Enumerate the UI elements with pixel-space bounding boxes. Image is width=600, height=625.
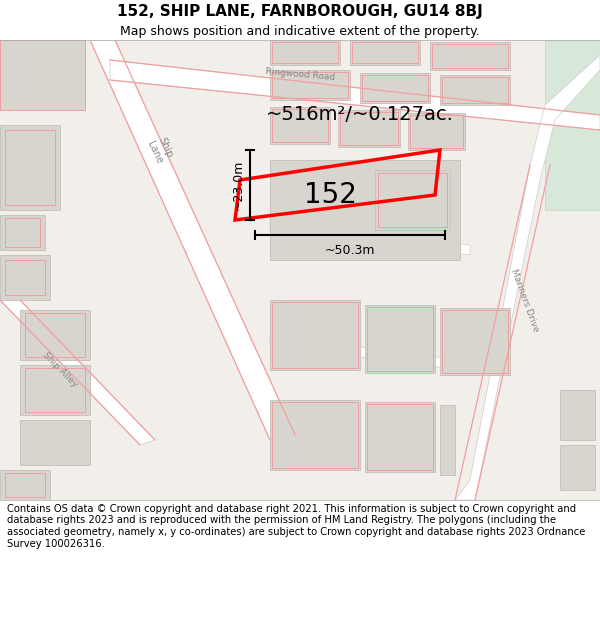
Polygon shape — [408, 113, 465, 150]
Text: Ringwood Road: Ringwood Road — [265, 68, 335, 82]
Polygon shape — [0, 125, 60, 210]
Polygon shape — [270, 400, 360, 470]
Polygon shape — [110, 60, 600, 130]
Text: Contains OS data © Crown copyright and database right 2021. This information is : Contains OS data © Crown copyright and d… — [7, 504, 586, 549]
Text: Map shows position and indicative extent of the property.: Map shows position and indicative extent… — [120, 25, 480, 38]
Polygon shape — [0, 300, 155, 445]
Polygon shape — [270, 70, 350, 100]
Polygon shape — [365, 305, 435, 373]
Text: Ship
Lane: Ship Lane — [145, 134, 175, 166]
Polygon shape — [270, 160, 460, 260]
Polygon shape — [270, 300, 360, 370]
Polygon shape — [270, 220, 470, 255]
Polygon shape — [360, 73, 430, 103]
Polygon shape — [270, 335, 460, 370]
Polygon shape — [350, 40, 420, 65]
Polygon shape — [365, 402, 435, 472]
Polygon shape — [440, 405, 455, 475]
Polygon shape — [90, 40, 295, 440]
Text: 152: 152 — [304, 181, 356, 209]
Polygon shape — [0, 470, 50, 500]
Text: ~23.0m: ~23.0m — [232, 160, 245, 210]
Polygon shape — [270, 40, 340, 65]
Text: ~516m²/~0.127ac.: ~516m²/~0.127ac. — [266, 106, 454, 124]
Polygon shape — [338, 110, 400, 147]
Polygon shape — [440, 308, 510, 375]
Polygon shape — [20, 310, 90, 360]
Polygon shape — [430, 42, 510, 70]
Polygon shape — [560, 445, 595, 490]
Polygon shape — [20, 365, 90, 415]
Polygon shape — [375, 170, 450, 230]
Polygon shape — [0, 255, 50, 300]
Polygon shape — [455, 55, 600, 500]
Polygon shape — [20, 420, 90, 465]
Text: 152, SHIP LANE, FARNBOROUGH, GU14 8BJ: 152, SHIP LANE, FARNBOROUGH, GU14 8BJ — [117, 4, 483, 19]
Text: Ship Alley: Ship Alley — [41, 351, 79, 389]
Text: ~50.3m: ~50.3m — [325, 244, 375, 256]
Polygon shape — [560, 390, 595, 440]
Text: Mariners Drive: Mariners Drive — [509, 268, 541, 332]
Polygon shape — [545, 40, 600, 210]
Polygon shape — [440, 75, 510, 105]
Polygon shape — [0, 215, 45, 250]
Polygon shape — [270, 107, 330, 144]
Polygon shape — [0, 40, 85, 110]
